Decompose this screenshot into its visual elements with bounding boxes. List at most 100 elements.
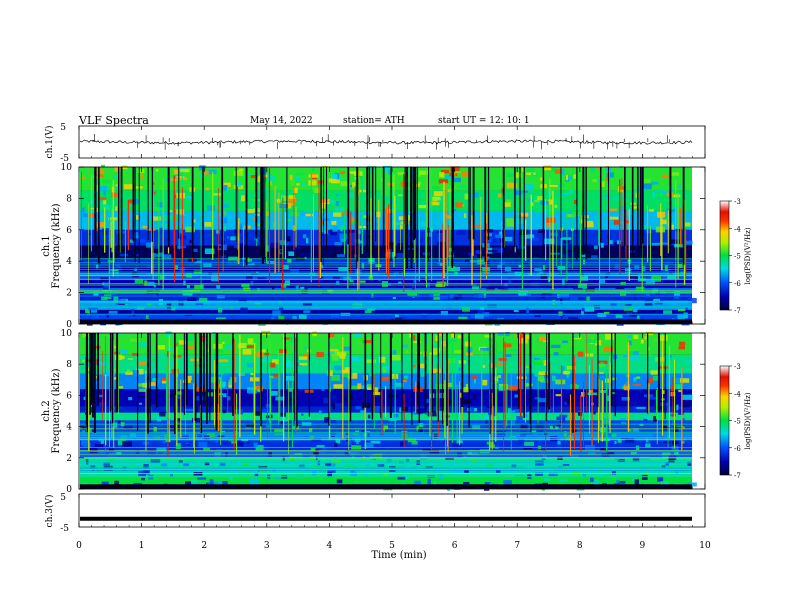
spectrogram-patch [332, 404, 336, 410]
spectrogram-patch [159, 275, 165, 280]
spectrogram-patch [624, 307, 629, 310]
spectrogram-patch [522, 190, 529, 193]
spectrogram-patch [514, 394, 518, 398]
spectrogram-patch [560, 298, 563, 304]
spectrogram-patch [409, 211, 416, 214]
spectrogram-patch [199, 297, 208, 304]
spectrogram-patch [301, 413, 304, 416]
spectrogram-patch [266, 425, 271, 428]
spectrogram-patch [401, 406, 409, 412]
spectrogram-patch [123, 184, 134, 190]
spectrogram-patch [254, 473, 259, 477]
spectrogram-patch [467, 347, 473, 353]
spectrogram-patch [396, 253, 404, 259]
spectrogram-patch [194, 364, 201, 367]
spectrogram-patch [228, 381, 234, 388]
spectrogram-patch [321, 210, 325, 214]
spectrogram-patch [117, 420, 121, 424]
spectrogram-patch [497, 332, 505, 336]
spectrogram-patch [153, 284, 156, 288]
spectrogram-patch [297, 368, 308, 373]
spectrogram-patch [356, 341, 363, 346]
spectrogram-patch [620, 281, 626, 285]
spectrogram-patch [456, 229, 467, 235]
spectrogram-patch [136, 305, 145, 310]
spectrogram-patch [159, 227, 163, 234]
spectrogram-patch [582, 259, 586, 265]
spectrogram-patch [639, 423, 644, 426]
spectrogram-patch [568, 316, 579, 320]
spectrogram-patch [528, 394, 537, 401]
spectrogram-patch [247, 387, 257, 394]
spectrogram-patch [300, 183, 308, 186]
spectrogram-patch [660, 481, 669, 487]
spectrogram-patch [285, 361, 295, 368]
spectrogram-patch [149, 218, 153, 225]
spectrogram-patch [546, 222, 551, 228]
spectrogram-patch [416, 425, 419, 431]
spectrogram-patch [339, 171, 346, 174]
spectrogram-patch [367, 308, 376, 311]
spectrogram-patch [562, 253, 566, 258]
spectrogram-patch [193, 270, 203, 275]
spectrogram-patch [486, 233, 492, 237]
spectrogram-patch [348, 229, 357, 233]
spectrogram-patch [363, 472, 369, 477]
spectrogram-patch [242, 349, 252, 355]
spectrogram-patch [227, 396, 231, 401]
spectrogram-patch [458, 185, 466, 188]
spectrogram-patch [633, 406, 636, 410]
spectrogram-patch [234, 409, 244, 415]
spectrogram-patch [295, 172, 305, 176]
spectrogram-patch [112, 269, 119, 275]
spectrogram-patch [204, 222, 212, 227]
spectrogram-patch [435, 335, 439, 342]
spectrogram-patch [346, 192, 354, 199]
spectrogram-patch [369, 455, 374, 462]
spectrogram-patch [176, 245, 187, 249]
spectrogram-patch [619, 290, 627, 297]
spectrogram-patch [238, 343, 247, 349]
spectrogram-patch [100, 186, 108, 192]
spectrogram-patch [592, 179, 598, 183]
spectrogram-patch [452, 443, 462, 448]
spectrogram-patch [412, 183, 420, 187]
spectrogram-patch [95, 359, 99, 365]
spectrogram-patch [629, 356, 640, 360]
spectrogram-patch [254, 302, 262, 305]
ch2-colorbar-label: log(PSD)(V²/Hz) [744, 392, 752, 449]
spectrogram-patch [180, 436, 184, 441]
spectrogram-patch [222, 182, 231, 187]
spectrogram-patch [308, 174, 319, 178]
spectrogram-patch [194, 284, 203, 291]
spectrogram-patch [516, 416, 523, 422]
spectrogram-patch [150, 406, 153, 413]
spectrogram-patch [327, 253, 331, 258]
spectrogram-patch [237, 181, 241, 188]
colorbar-tick-label: -7 [734, 307, 741, 315]
spectrogram-patch [514, 172, 522, 178]
spectrogram-patch [667, 274, 676, 280]
spectrogram-patch [102, 179, 112, 184]
spectrogram-patch [633, 278, 639, 285]
spectrogram-patch [452, 296, 459, 300]
spectrogram-patch [302, 303, 312, 307]
spectrogram-patch [478, 196, 489, 201]
spectrogram-patch [389, 361, 398, 365]
spectrogram-patch [555, 445, 560, 449]
spectrogram-patch [593, 480, 599, 486]
spectrogram-patch [556, 424, 561, 427]
spectrogram-patch [522, 358, 529, 364]
spectrogram-patch [550, 252, 561, 255]
spectrogram-patch [159, 411, 166, 417]
spectrogram-patch [562, 340, 568, 343]
frequency-tick-label: 6 [66, 391, 72, 401]
spectrogram-patch [628, 313, 638, 317]
spectrogram-patch [162, 439, 166, 444]
spectrogram-patch [294, 453, 303, 459]
ch1-voltage-spikes [92, 134, 670, 150]
spectrogram-patch [488, 250, 498, 253]
spectrogram-patch [444, 174, 451, 180]
spectrogram-patch [129, 199, 134, 204]
spectrogram-patch [645, 443, 651, 448]
